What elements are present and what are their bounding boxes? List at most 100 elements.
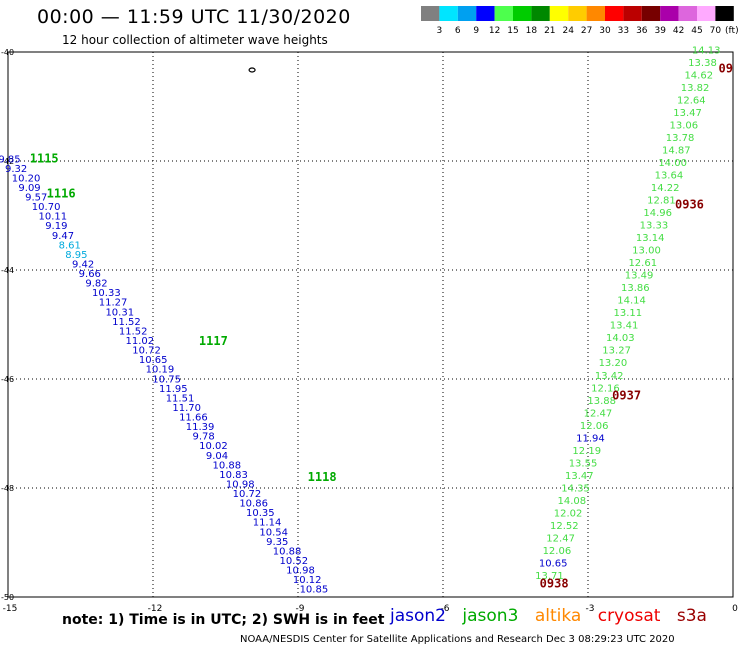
y-tick-label: -46 — [1, 375, 14, 384]
scale-label: 30 — [599, 26, 611, 36]
y-tick-label: -48 — [1, 484, 14, 493]
swh-value: 9.85 — [0, 154, 21, 165]
swh-value: 13.14 — [636, 233, 665, 244]
swh-value: 10.33 — [92, 288, 121, 299]
swh-value: 14.14 — [617, 296, 646, 307]
scale-unit: (ft) — [725, 26, 739, 36]
scale-swatch — [660, 6, 679, 21]
swh-value: 11.95 — [159, 384, 188, 395]
swh-value: 10.52 — [279, 556, 308, 567]
swh-value: 9.42 — [72, 259, 94, 270]
swh-value: 9.82 — [85, 279, 107, 290]
scale-swatch — [531, 6, 550, 21]
y-tick-label: -42 — [1, 157, 14, 166]
swh-value: 12.47 — [584, 408, 613, 419]
swh-value: 10.54 — [259, 527, 288, 538]
scale-swatch — [476, 6, 495, 21]
swh-value: 11.52 — [119, 326, 148, 337]
scale-label: 24 — [562, 26, 574, 36]
swh-value: 10.65 — [539, 559, 568, 570]
swh-value: 13.33 — [640, 221, 669, 232]
swh-value: 9.09 — [18, 183, 40, 194]
swh-value: 11.51 — [166, 393, 195, 404]
legend-jason2: jason2 — [390, 606, 446, 626]
swh-value: 12.64 — [677, 95, 706, 106]
x-tick-label: -3 — [586, 604, 595, 614]
swh-value: 14.96 — [643, 208, 672, 219]
scale-swatch — [641, 6, 661, 21]
swh-value: 14.35 — [561, 483, 590, 494]
swh-value: 13.38 — [688, 58, 717, 69]
swh-value: 10.11 — [38, 212, 67, 223]
scale-label: 21 — [544, 26, 555, 36]
swh-value: 13.47 — [673, 108, 702, 119]
swh-value: 10.88 — [213, 460, 242, 471]
swh-value: 14.03 — [606, 333, 635, 344]
swh-value: 14.87 — [662, 145, 691, 156]
swh-value: 10.65 — [139, 355, 168, 366]
y-tick-label: -40 — [1, 48, 14, 57]
swh-value: 12.06 — [543, 546, 572, 557]
swh-value: 14.13 — [692, 45, 721, 56]
swh-value: 13.06 — [670, 120, 699, 131]
swh-value: 11.66 — [179, 413, 208, 424]
swh-value: 13.78 — [666, 133, 695, 144]
legend-altika: altika — [534, 606, 582, 626]
swh-value: 14.62 — [684, 70, 713, 81]
swh-value: 10.72 — [132, 346, 161, 357]
swh-value: 11.52 — [112, 317, 141, 328]
scale-swatch — [439, 6, 458, 21]
swh-value: 10.85 — [300, 585, 329, 596]
y-tick-label: -50 — [1, 593, 14, 602]
swh-value: 13.55 — [569, 458, 598, 469]
swh-value: 11.39 — [186, 422, 215, 433]
scale-swatch — [605, 6, 624, 21]
swh-value: 13.71 — [535, 571, 564, 582]
swh-value: 13.47 — [565, 471, 594, 482]
scale-swatch — [568, 6, 587, 21]
scale-swatch — [513, 6, 532, 21]
swh-value: 13.41 — [610, 321, 639, 332]
scale-label: 9 — [473, 26, 479, 36]
swh-value: 10.86 — [239, 499, 268, 510]
swh-value: 8.61 — [59, 240, 81, 251]
color-scale-legend: 3 6 9 12 15 18 21 24 27 30 33 36 39 42 45 70 (ft) — [421, 6, 739, 36]
scale-swatch — [457, 6, 477, 21]
swh-value: 8.95 — [65, 250, 87, 261]
swh-value: 12.47 — [546, 534, 575, 545]
page-subtitle: 12 hour collection of altimeter wave hei… — [62, 33, 328, 47]
swh-value: 13.86 — [621, 283, 650, 294]
swh-value: 10.12 — [293, 575, 322, 586]
footer-credit: NOAA/NESDIS Center for Satellite Applica… — [240, 634, 675, 645]
swh-value: 10.75 — [152, 374, 181, 385]
swh-value: 11.70 — [172, 403, 201, 414]
pass-time-label: 0937 — [612, 388, 641, 402]
scale-label: 18 — [526, 26, 538, 36]
swh-value: 10.70 — [32, 202, 61, 213]
swh-value: 10.02 — [199, 441, 228, 452]
swh-value: 13.82 — [681, 83, 710, 94]
swh-value: 13.64 — [655, 170, 684, 181]
legend-jason3: jason3 — [462, 606, 519, 626]
swh-value: 9.04 — [206, 451, 228, 462]
swh-value: 11.94 — [576, 433, 605, 444]
pass-time-label: 0938 — [540, 576, 569, 590]
swh-value: 12.61 — [628, 258, 657, 269]
y-tick-label: -44 — [1, 266, 14, 275]
swh-value: 13.00 — [632, 246, 661, 257]
swh-value: 13.88 — [587, 396, 616, 407]
scale-label: 45 — [691, 26, 702, 36]
swh-value: 9.66 — [79, 269, 101, 280]
swh-value: 11.14 — [253, 518, 282, 529]
scale-label: 27 — [581, 26, 592, 36]
swh-value: 12.16 — [591, 383, 620, 394]
swh-value: 13.42 — [595, 371, 624, 382]
swh-value: 9.19 — [45, 221, 67, 232]
pass-time-label: 0936 — [675, 198, 704, 212]
pass-time-label: 09 — [719, 61, 733, 75]
scale-label: 36 — [636, 26, 648, 36]
scale-label: 33 — [618, 26, 629, 36]
scale-swatch — [494, 6, 513, 21]
scale-swatch — [715, 6, 734, 21]
